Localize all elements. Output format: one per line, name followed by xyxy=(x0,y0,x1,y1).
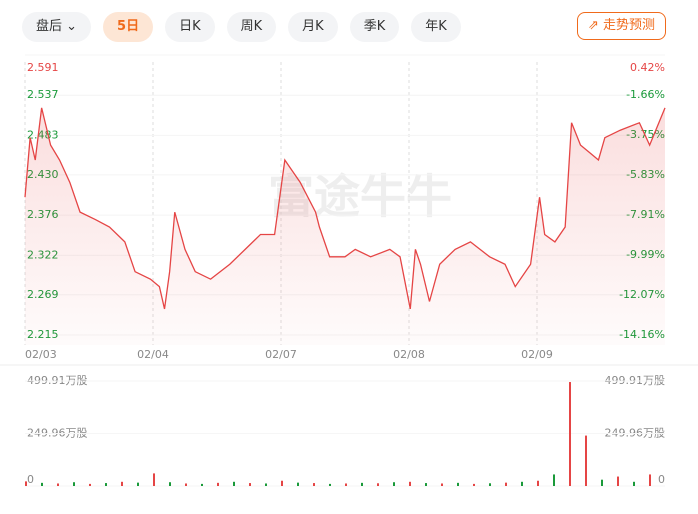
volume-bar xyxy=(617,476,619,486)
volume-bar xyxy=(25,481,27,486)
volume-bar xyxy=(377,483,379,486)
volume-bar xyxy=(601,479,603,486)
volume-bar xyxy=(537,480,539,486)
volume-bar xyxy=(585,435,587,486)
volume-bar xyxy=(185,483,187,486)
y-tick-label: 0 xyxy=(27,473,34,486)
y2-tick-label: -1.66% xyxy=(626,88,665,101)
volume-bar xyxy=(425,483,427,486)
volume-bar xyxy=(249,483,251,486)
predict-label: 走势预测 xyxy=(602,18,655,33)
volume-bar xyxy=(569,382,571,486)
tab[interactable]: 月K xyxy=(288,12,338,42)
price-area xyxy=(25,107,665,345)
volume-bar xyxy=(457,482,459,486)
volume-bar xyxy=(201,483,203,486)
x-tick-label: 02/09 xyxy=(521,348,553,361)
volume-bar xyxy=(265,483,267,486)
volume-bar xyxy=(521,481,523,486)
tab[interactable]: 年K xyxy=(411,12,461,42)
session-select[interactable]: 盘后 ⌄ xyxy=(22,12,92,42)
y-tick-label: 2.537 xyxy=(27,88,59,101)
period-tabs: 盘后 ⌄ 5日 日K 周K 月K 季K 年K xyxy=(22,12,461,42)
volume-bar xyxy=(313,483,315,486)
volume-bar xyxy=(633,481,635,486)
price-line xyxy=(24,107,666,310)
tab[interactable]: 周K xyxy=(226,12,277,42)
volume-bar xyxy=(137,482,139,486)
volume-bar xyxy=(41,482,43,486)
volume-bar xyxy=(393,482,395,486)
volume-bar xyxy=(441,483,443,486)
volume-bar xyxy=(281,480,283,486)
volume-bar xyxy=(169,482,171,486)
volume-bar xyxy=(153,473,155,486)
volume-bar xyxy=(105,483,107,486)
tab[interactable]: 季K xyxy=(349,12,400,42)
volume-bar xyxy=(409,481,411,486)
y-tick-label: 2.591 xyxy=(27,61,59,74)
volume-bar xyxy=(553,474,555,486)
volume-bar xyxy=(361,482,363,486)
volume-bar xyxy=(297,482,299,486)
tab[interactable]: 日K xyxy=(165,12,215,42)
volume-bar xyxy=(345,483,347,486)
predict-button[interactable]: ⇗ 走势预测 xyxy=(576,12,666,40)
volume-bar xyxy=(505,482,507,486)
x-tick-label: 02/07 xyxy=(265,348,297,361)
x-tick-label: 02/04 xyxy=(137,348,169,361)
volume-bar xyxy=(489,483,491,486)
x-tick-label: 02/08 xyxy=(393,348,425,361)
volume-bar xyxy=(233,481,235,486)
y-tick-label-right: 0 xyxy=(658,473,665,486)
volume-bar xyxy=(73,482,75,486)
x-tick-label: 02/03 xyxy=(25,348,57,361)
volume-bar xyxy=(329,483,331,486)
session-label: 盘后 xyxy=(36,19,63,34)
volume-bar xyxy=(89,483,91,486)
volume-bar xyxy=(57,483,59,486)
volume-bar xyxy=(217,482,219,486)
volume-bar xyxy=(121,481,123,486)
volume-bar xyxy=(473,483,475,486)
y2-tick-label: 0.42% xyxy=(630,61,665,74)
volume-bar xyxy=(649,474,651,486)
tab[interactable]: 5日 xyxy=(103,12,154,42)
